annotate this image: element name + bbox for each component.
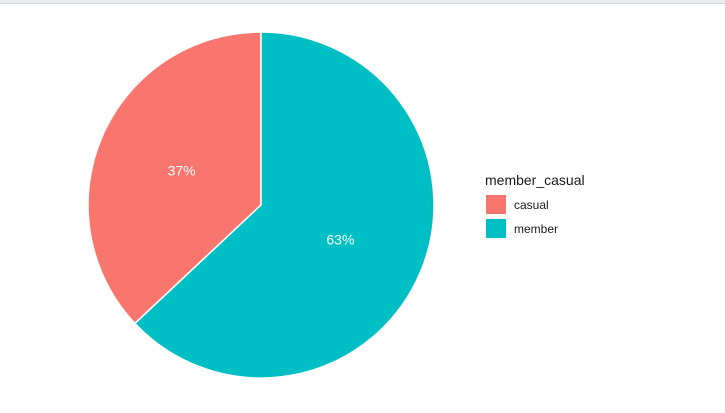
pie-label-casual: 37% [168, 163, 196, 179]
legend-key-casual [486, 195, 506, 214]
pie-slice-member [133, 31, 435, 379]
legend-key-member [486, 219, 506, 238]
pie-slice-casual [87, 31, 262, 325]
pie-slice-labels: 37% 63% [168, 163, 355, 248]
legend: member_casual casual member [485, 172, 585, 238]
window-top-border [0, 0, 725, 4]
pie-slices [87, 31, 435, 379]
legend-label-member: member [514, 222, 558, 236]
legend-label-casual: casual [514, 198, 549, 212]
legend-title: member_casual [485, 172, 585, 188]
pie-label-member: 63% [326, 231, 354, 247]
